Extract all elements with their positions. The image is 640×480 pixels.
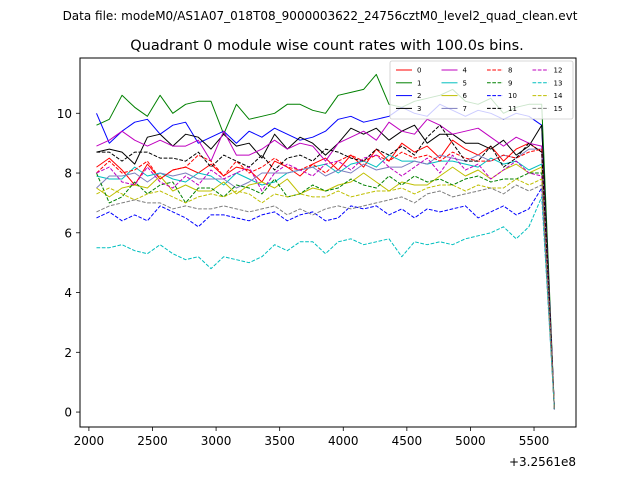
series-line-4: [96, 118, 555, 410]
series-line-15: [96, 184, 555, 410]
legend-label-10: 10: [508, 92, 517, 100]
legend-label-14: 14: [554, 92, 563, 100]
chart-title: Quadrant 0 module wise count rates with …: [130, 38, 524, 54]
x-tick-label: 5000: [455, 434, 486, 448]
legend-label-4: 4: [463, 67, 468, 75]
y-tick-label: 2: [64, 346, 72, 360]
legend-label-0: 0: [417, 67, 421, 75]
legend-label-5: 5: [463, 79, 467, 87]
series-layer: [96, 73, 555, 410]
legend-label-12: 12: [554, 67, 563, 75]
series-line-9: [96, 172, 555, 410]
x-tick-label: 2000: [74, 434, 105, 448]
x-tick-label: 3500: [264, 434, 295, 448]
y-tick-label: 10: [57, 107, 72, 121]
legend-label-6: 6: [463, 92, 468, 100]
series-line-10: [96, 187, 555, 410]
legend-label-8: 8: [508, 67, 512, 75]
x-axis-offset-label: +3.2561e8: [509, 455, 576, 469]
y-tick-label: 8: [64, 167, 72, 181]
series-line-13: [96, 196, 555, 410]
legend-label-1: 1: [417, 79, 421, 87]
legend-label-7: 7: [463, 105, 467, 113]
x-tick-label: 3000: [201, 434, 232, 448]
x-tick-label: 4500: [392, 434, 423, 448]
x-axis: 2000 2500 3000 3500 4000 4500 5000 5500: [74, 427, 550, 448]
legend-label-3: 3: [417, 105, 421, 113]
y-tick-label: 0: [64, 406, 72, 420]
y-tick-label: 6: [64, 226, 72, 240]
legend-label-13: 13: [554, 79, 563, 87]
series-line-11: [96, 124, 555, 410]
legend-label-11: 11: [508, 105, 517, 113]
legend-label-15: 15: [554, 105, 563, 113]
y-axis: 0 2 4 6 8 10: [57, 107, 80, 420]
y-tick-label: 4: [64, 286, 72, 300]
series-line-12: [96, 154, 555, 410]
axes-frame: [79, 57, 577, 428]
series-line-14: [96, 178, 555, 410]
x-tick-label: 2500: [137, 434, 168, 448]
legend-label-9: 9: [508, 79, 512, 87]
series-line-8: [96, 148, 555, 410]
legend-label-2: 2: [417, 92, 421, 100]
x-tick-label: 4000: [328, 434, 359, 448]
legend-box: [389, 60, 574, 120]
x-tick-label: 5500: [519, 434, 550, 448]
series-line-7: [96, 148, 555, 410]
figure-suptitle: Data file: modeM0/AS1A07_018T08_90000036…: [63, 9, 578, 23]
